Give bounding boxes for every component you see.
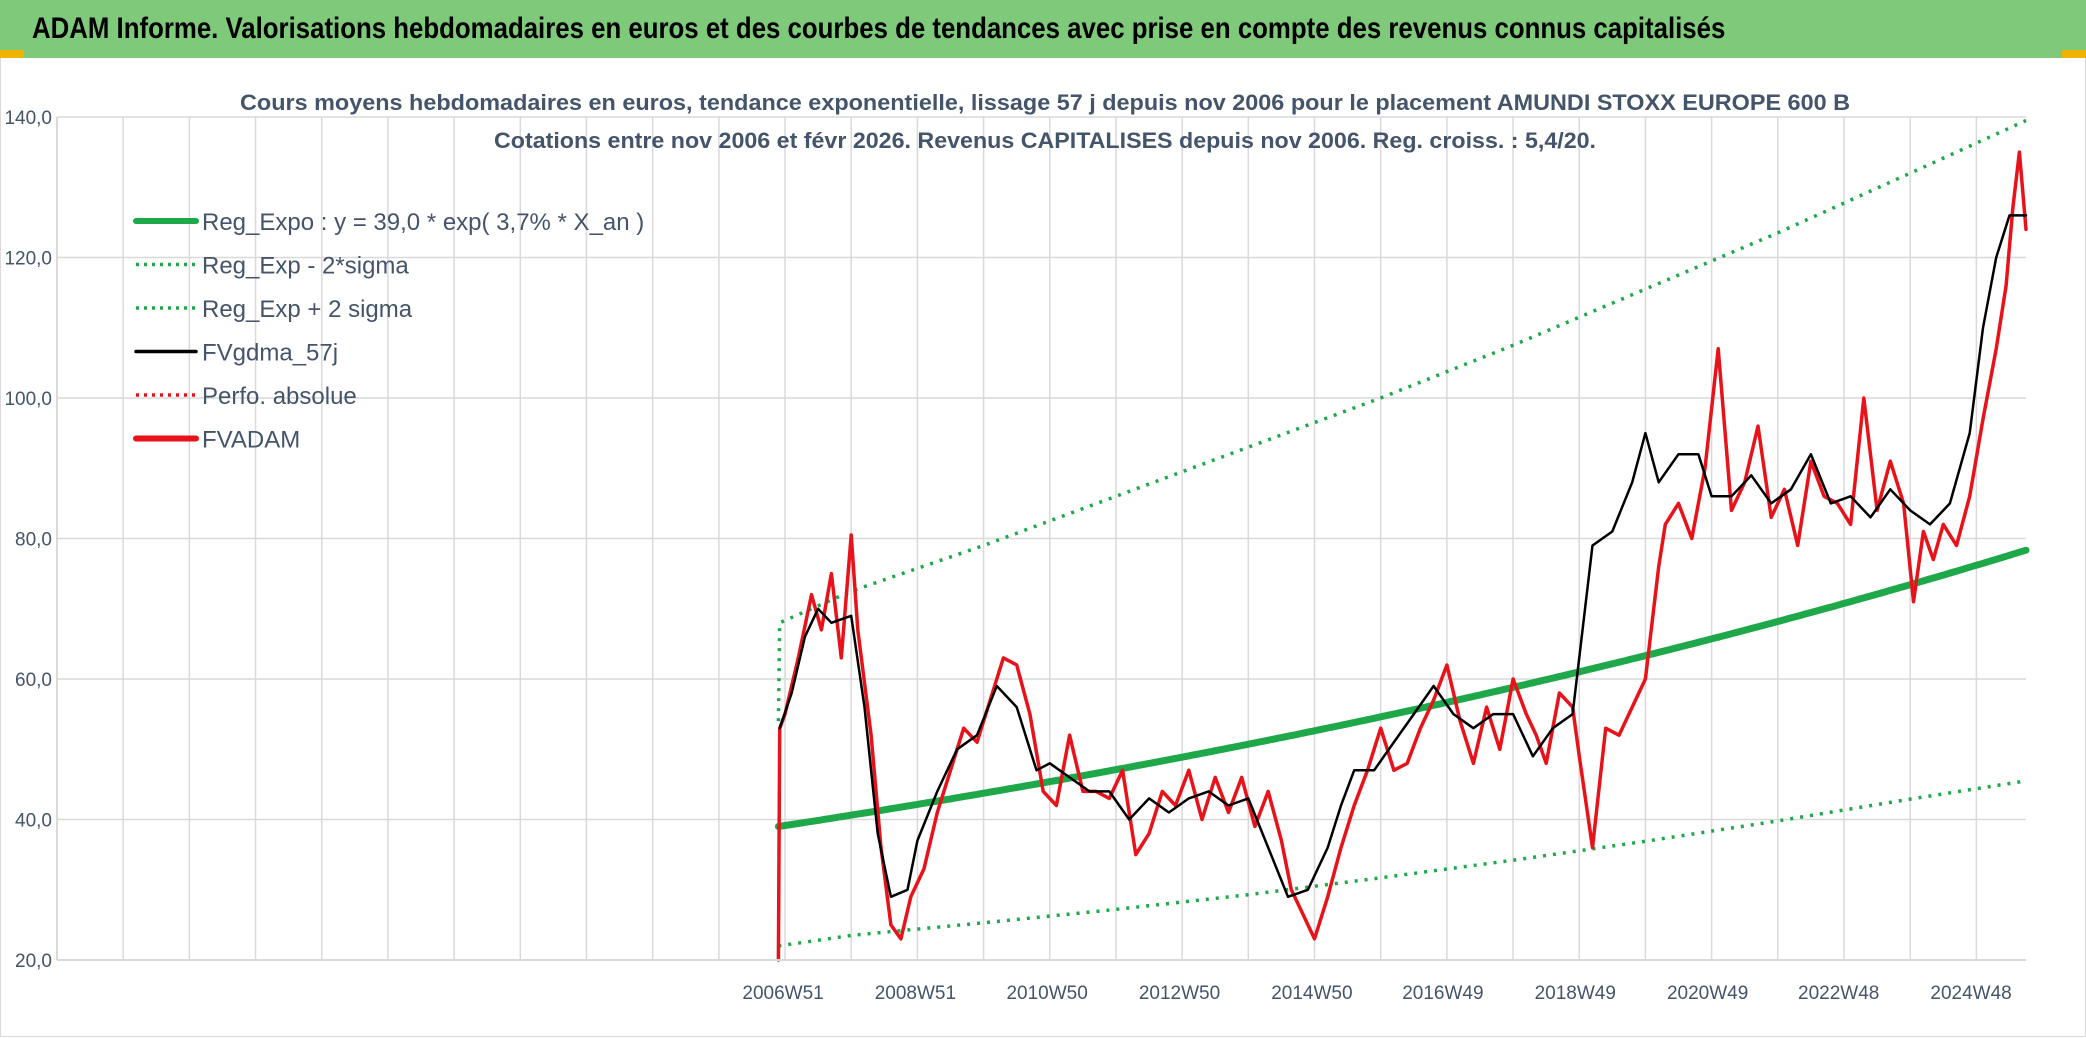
y-tick-label: 100,0 — [4, 389, 52, 410]
y-tick-label: 120,0 — [4, 249, 52, 270]
legend-label: FVgdma_57j — [202, 340, 338, 367]
legend-label: Reg_Exp - 2*sigma — [202, 253, 409, 280]
legend-label: Reg_Exp + 2 sigma — [202, 296, 413, 323]
banner-corner-right — [2062, 50, 2086, 58]
legend: Reg_Expo : y = 39,0 * exp( 3,7% * X_an )… — [133, 209, 644, 454]
x-tick-label: 2020W49 — [1667, 983, 1748, 1004]
x-tick-label: 2024W48 — [1930, 983, 2011, 1004]
y-tick-label: 80,0 — [15, 530, 52, 551]
x-tick-label: 2016W49 — [1402, 983, 1483, 1004]
y-tick-label: 40,0 — [15, 811, 52, 832]
chart-title-line-2: Cotations entre nov 2006 et févr 2026. R… — [494, 128, 1596, 153]
y-tick-label: 20,0 — [15, 951, 52, 972]
series-reg-exp-minus-2sigma — [778, 779, 2027, 948]
series-reg-expo — [774, 546, 2030, 830]
axis-layer: 20,0 40,0 60,0 80,0 100,0 120,0 140,0 2006W51 20… — [4, 108, 2026, 1004]
title-banner: ADAM Informe. Valorisations hebdomadaire… — [0, 0, 2086, 58]
x-tick-label: 2010W50 — [1006, 983, 1087, 1004]
legend-label: Perfo. absolue — [202, 383, 357, 410]
series-fvgdma-57j — [778, 214, 2028, 899]
x-tick-label: 2006W51 — [742, 983, 823, 1004]
series-reg-exp-plus-2sigma — [776, 118, 2027, 722]
banner-title: ADAM Informe. Valorisations hebdomadaire… — [32, 12, 1726, 45]
x-tick-label: 2008W51 — [875, 983, 956, 1004]
chart-title-line-1: Cours moyens hebdomadaires en euros, ten… — [240, 90, 1850, 115]
series-fvadam — [776, 150, 2028, 962]
series-layer — [774, 118, 2030, 962]
x-tick-label: 2022W48 — [1798, 983, 1879, 1004]
grid-layer — [56, 116, 2026, 961]
x-tick-label: 2014W50 — [1271, 983, 1352, 1004]
legend-label: FVADAM — [202, 427, 300, 454]
banner-corner-left — [0, 50, 24, 58]
legend-label: Reg_Expo : y = 39,0 * exp( 3,7% * X_an ) — [202, 209, 644, 236]
x-tick-label: 2018W49 — [1535, 983, 1616, 1004]
y-tick-label: 140,0 — [4, 108, 52, 129]
y-tick-label: 60,0 — [15, 670, 52, 691]
x-tick-label: 2012W50 — [1139, 983, 1220, 1004]
